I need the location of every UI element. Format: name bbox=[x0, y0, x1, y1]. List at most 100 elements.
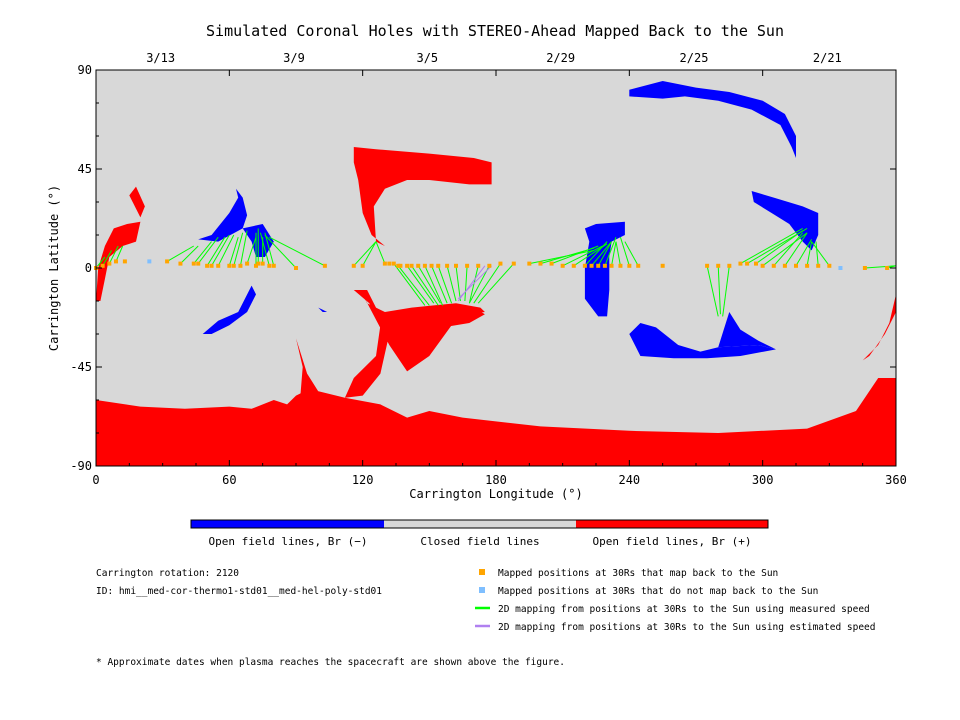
measured-line-43 bbox=[562, 245, 603, 267]
measured-line-29 bbox=[417, 265, 441, 304]
mapped-point-71 bbox=[885, 266, 890, 270]
measured-line-9 bbox=[211, 234, 230, 267]
region-negative-11 bbox=[629, 323, 776, 359]
mapped-point-4 bbox=[122, 259, 127, 264]
mapped-point-33 bbox=[422, 263, 427, 268]
measured-line-34 bbox=[455, 265, 461, 302]
mapped-point-32 bbox=[416, 263, 421, 268]
region-negative-15 bbox=[202, 285, 256, 334]
mapped-point-10 bbox=[209, 263, 214, 268]
mapped-point-6 bbox=[178, 261, 183, 266]
unmapped-point-0 bbox=[147, 259, 152, 264]
measured-line-36 bbox=[468, 265, 479, 304]
measured-line-39 bbox=[477, 263, 515, 304]
legend: Mapped positions at 30Rs that map back t… bbox=[475, 568, 876, 633]
mapped-point-31 bbox=[409, 263, 414, 268]
measured-line-27 bbox=[406, 265, 435, 304]
mapped-point-54 bbox=[627, 263, 632, 268]
region-positive-4 bbox=[353, 147, 492, 246]
measured-line-21 bbox=[269, 236, 326, 267]
region-positive-2 bbox=[296, 338, 319, 396]
mapped-point-2 bbox=[107, 261, 112, 266]
x-tick-label-6: 360 bbox=[885, 473, 907, 487]
region-negative-13 bbox=[198, 188, 248, 242]
y-axis-ticks: 90 45 0 -45 -90 bbox=[70, 63, 896, 473]
region-positive-1 bbox=[360, 290, 485, 372]
coronal-hole-regions bbox=[96, 81, 896, 466]
mapped-point-36 bbox=[445, 263, 450, 268]
mapped-point-11 bbox=[216, 263, 221, 268]
colorbar-positive bbox=[576, 520, 768, 528]
colorbar: Open field lines, Br (−) Closed field li… bbox=[190, 519, 769, 548]
measured-line-54 bbox=[717, 265, 721, 315]
measured-line-8 bbox=[206, 236, 226, 267]
x-tick-label-4: 240 bbox=[618, 473, 640, 487]
closed-field-background bbox=[96, 70, 896, 466]
region-negative-16 bbox=[318, 307, 328, 312]
measured-line-50 bbox=[615, 241, 621, 266]
mapped-point-52 bbox=[609, 263, 614, 268]
region-negative-8 bbox=[629, 81, 796, 158]
mapped-point-43 bbox=[527, 261, 532, 266]
mapped-point-25 bbox=[382, 261, 387, 266]
mapped-point-17 bbox=[256, 261, 261, 266]
legend-label-mapped: Mapped positions at 30Rs that map back t… bbox=[498, 568, 778, 579]
measured-line-60 bbox=[773, 232, 804, 267]
mapped-points bbox=[94, 259, 890, 270]
mapped-point-63 bbox=[760, 263, 765, 268]
mapped-point-48 bbox=[582, 263, 587, 268]
measured-line-31 bbox=[431, 265, 448, 304]
mapped-point-23 bbox=[351, 263, 356, 268]
mapped-point-8 bbox=[196, 261, 201, 266]
x-tick-label-5: 300 bbox=[752, 473, 774, 487]
mapped-point-40 bbox=[487, 263, 492, 268]
x-tick-label-1: 60 bbox=[222, 473, 236, 487]
region-positive-3 bbox=[344, 290, 390, 398]
mapped-point-60 bbox=[738, 261, 743, 266]
mapped-point-64 bbox=[771, 263, 776, 268]
mapped-point-58 bbox=[716, 263, 721, 268]
mapped-point-27 bbox=[391, 261, 396, 266]
carrington-rotation-label: Carrington rotation: 2120 bbox=[96, 568, 239, 579]
measured-line-58 bbox=[755, 230, 803, 265]
measured-line-38 bbox=[473, 263, 501, 304]
mapped-point-18 bbox=[260, 261, 265, 266]
measured-line-52 bbox=[624, 241, 639, 267]
measured-line-46 bbox=[591, 241, 612, 267]
legend-marker-mapped bbox=[479, 569, 485, 575]
mapped-point-19 bbox=[267, 263, 272, 268]
colorbar-closed bbox=[384, 520, 576, 528]
measured-line-51 bbox=[619, 237, 630, 266]
mapped-point-45 bbox=[549, 261, 554, 266]
measured-line-3 bbox=[115, 245, 124, 262]
measured-line-33 bbox=[446, 265, 457, 302]
mapped-point-29 bbox=[398, 263, 403, 268]
mapped-point-22 bbox=[322, 263, 327, 268]
mapped-point-7 bbox=[191, 261, 196, 266]
measured-line-53 bbox=[706, 265, 719, 317]
mapped-point-9 bbox=[205, 263, 210, 268]
measured-line-1 bbox=[102, 250, 112, 267]
plot-area bbox=[94, 69, 897, 467]
y-tick-label-4: -90 bbox=[70, 459, 92, 473]
measured-line-55 bbox=[722, 265, 730, 317]
measured-line-20 bbox=[264, 234, 297, 269]
mapped-point-30 bbox=[405, 263, 410, 268]
chart-title: Simulated Coronal Holes with STEREO-Ahea… bbox=[206, 22, 784, 40]
mapped-point-35 bbox=[436, 263, 441, 268]
date-label-4: 2/25 bbox=[680, 51, 709, 65]
measured-line-4 bbox=[166, 245, 195, 262]
colorbar-frame bbox=[190, 519, 769, 529]
mapped-point-5 bbox=[165, 259, 170, 264]
legend-label-not-mapped: Mapped positions at 30Rs that do not map… bbox=[498, 586, 818, 597]
date-label-5: 2/21 bbox=[813, 51, 842, 65]
y-tick-label-3: -45 bbox=[70, 360, 92, 374]
colorbar-label-negative: Open field lines, Br (−) bbox=[209, 535, 368, 548]
x-tick-label-0: 0 bbox=[92, 473, 99, 487]
measured-line-30 bbox=[424, 265, 444, 306]
measured-line-2 bbox=[108, 245, 119, 264]
mapping-lines bbox=[95, 227, 897, 317]
y-tick-label-2: 0 bbox=[85, 261, 92, 275]
measured-line-22 bbox=[353, 241, 377, 267]
mapped-point-12 bbox=[227, 263, 232, 268]
